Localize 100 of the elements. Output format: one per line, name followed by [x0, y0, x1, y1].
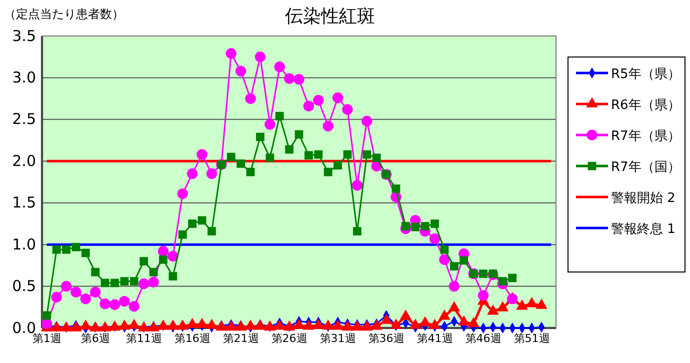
point	[118, 320, 130, 330]
point	[516, 300, 528, 310]
legend-label: R7年（県）	[611, 129, 680, 144]
point	[390, 318, 402, 329]
point	[294, 74, 304, 85]
point	[440, 245, 449, 254]
point	[235, 66, 246, 76]
point	[178, 230, 187, 239]
point	[206, 318, 218, 329]
point	[52, 245, 61, 254]
point	[460, 256, 468, 265]
point	[420, 222, 430, 230]
point	[120, 277, 129, 286]
point	[168, 250, 178, 262]
point	[245, 93, 256, 104]
point	[293, 318, 305, 329]
point	[498, 277, 507, 286]
x-tick-label: 第26週	[271, 332, 308, 345]
point	[478, 290, 489, 301]
point	[361, 320, 373, 331]
point	[448, 301, 460, 312]
point	[244, 320, 256, 330]
point	[167, 320, 179, 330]
point	[332, 92, 344, 104]
point	[225, 320, 237, 331]
point	[246, 168, 255, 176]
point	[400, 310, 412, 320]
x-tick-label: 第46週	[465, 332, 502, 345]
point	[428, 318, 441, 329]
y-tick-label: 2.0	[12, 152, 36, 170]
x-tick-label: 第41週	[416, 332, 453, 345]
point	[90, 286, 101, 298]
x-tick-label: 第11週	[126, 332, 162, 345]
point	[274, 62, 285, 72]
point	[303, 100, 314, 112]
point	[148, 276, 159, 288]
point	[208, 227, 216, 236]
point	[450, 262, 458, 270]
x-tick-label: 第16週	[174, 332, 210, 345]
point	[274, 320, 286, 330]
point	[99, 321, 111, 332]
point	[186, 318, 198, 328]
point	[353, 227, 362, 236]
x-tick-label: 第36週	[368, 332, 404, 345]
y-tick-label: 3.0	[12, 68, 36, 87]
point	[362, 150, 372, 159]
point	[264, 320, 276, 331]
point	[158, 246, 169, 257]
point	[380, 314, 392, 324]
point	[294, 130, 304, 139]
point	[438, 310, 450, 320]
y-axis-title: （定点当たり患者数）	[4, 7, 124, 21]
point	[159, 255, 168, 264]
point	[60, 280, 72, 292]
point	[496, 301, 509, 312]
x-tick-label: 第6週	[80, 332, 110, 345]
point	[188, 220, 197, 228]
point	[302, 320, 315, 330]
y-tick-label: 1.0	[12, 235, 36, 254]
point	[439, 254, 450, 265]
point	[264, 119, 276, 130]
point	[411, 222, 420, 232]
point	[285, 145, 294, 154]
point	[314, 150, 323, 159]
point	[128, 300, 140, 312]
point	[372, 154, 381, 162]
point	[256, 132, 264, 142]
legend-label: R7年（国）	[611, 160, 680, 175]
legend-label: R5年（県）	[611, 67, 680, 82]
point	[186, 168, 198, 179]
point	[138, 321, 150, 332]
point	[42, 311, 52, 320]
x-tick-label: 第21週	[222, 332, 259, 345]
point	[226, 48, 236, 59]
point	[479, 270, 488, 278]
point	[196, 318, 208, 328]
point	[429, 233, 440, 244]
point	[196, 149, 208, 160]
point	[91, 268, 100, 276]
point	[409, 318, 422, 329]
point	[51, 292, 62, 302]
point	[236, 159, 245, 168]
point	[41, 318, 52, 330]
point	[168, 272, 178, 280]
point	[128, 318, 140, 329]
point	[80, 293, 91, 304]
point	[70, 321, 82, 332]
point	[448, 280, 460, 292]
point	[60, 321, 72, 332]
point	[62, 245, 70, 254]
point	[284, 73, 295, 84]
point	[109, 299, 120, 310]
point	[458, 315, 470, 326]
y-tick-label: 1.5	[12, 194, 36, 212]
point	[140, 257, 148, 266]
point	[254, 320, 266, 330]
point	[342, 104, 353, 115]
point	[352, 180, 363, 191]
point	[508, 274, 517, 282]
point	[130, 277, 138, 286]
